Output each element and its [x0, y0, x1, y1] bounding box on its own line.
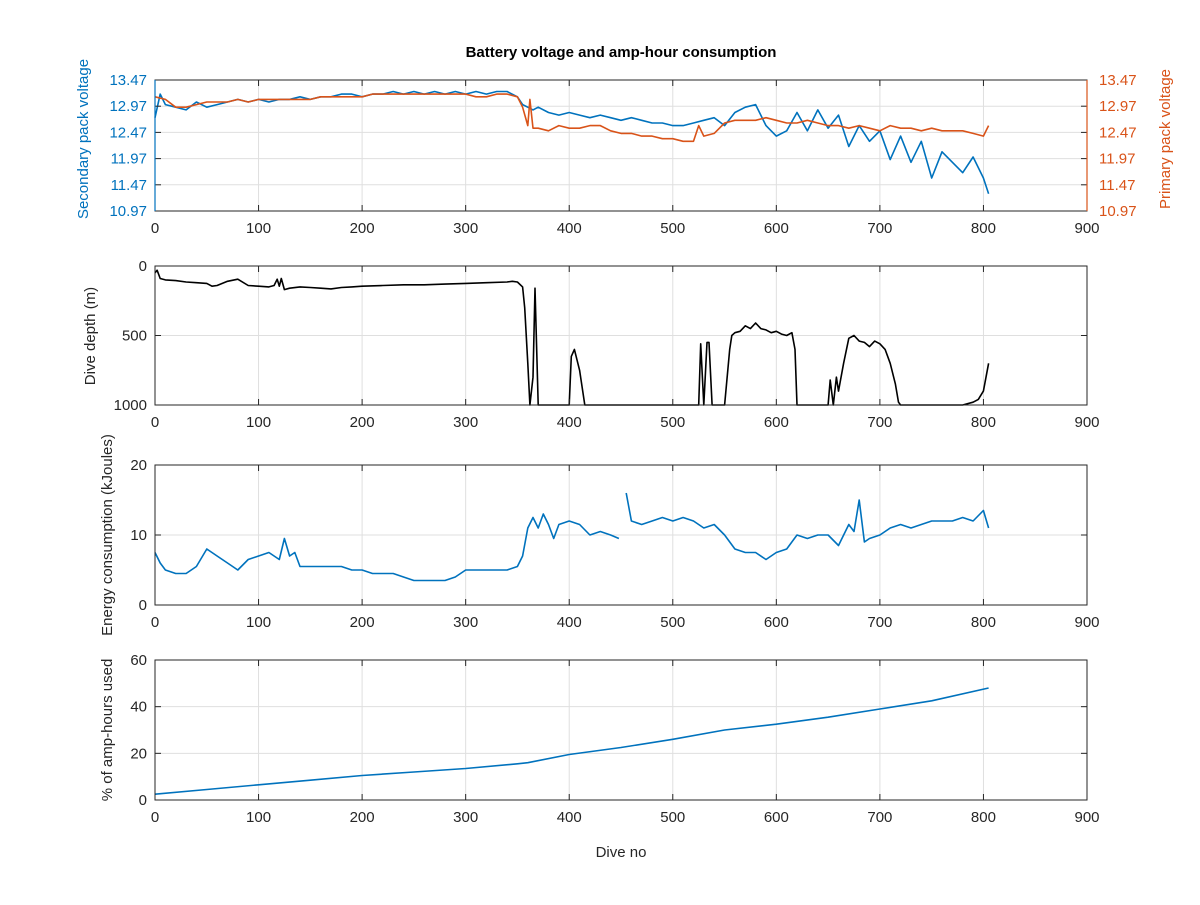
right-y-tick-label: 12.97: [1099, 98, 1137, 115]
x-tick-label: 0: [151, 614, 159, 631]
x-tick-label: 800: [971, 414, 996, 431]
right-y-tick-label: 11.97: [1099, 151, 1135, 168]
x-tick-label: 600: [764, 220, 789, 237]
x-tick-label: 900: [1074, 809, 1099, 826]
x-tick-label: 500: [660, 809, 685, 826]
y-tick-label: 10: [130, 527, 147, 544]
x-tick-label: 400: [557, 414, 582, 431]
energy-axis-label: Energy consumption (kJoules): [99, 434, 116, 636]
series-line-0: [154, 269, 990, 406]
amp-hours-panel: 0 100 200 300 400 500 600 700 800 900 0 20 40 60: [130, 652, 1099, 826]
y-tick-label: 20: [130, 457, 147, 474]
x-tick-label: 600: [764, 414, 789, 431]
right-y-tick-label: 11.47: [1099, 177, 1135, 194]
x-tick-label: 700: [867, 414, 892, 431]
dive-depth-panel: 0 100 200 300 400 500 600 700 800 900 0 500 1000: [114, 258, 1100, 431]
x-tick-label: 400: [557, 809, 582, 826]
x-tick-label: 300: [453, 809, 478, 826]
left-y-axis-label: Secondary pack voltage: [75, 59, 92, 219]
y-tick-label: 60: [130, 652, 147, 669]
y-tick-label: 0: [139, 597, 147, 614]
right-y-tick-label: 10.97: [1099, 203, 1137, 220]
y-tick-label: 12.47: [109, 124, 147, 141]
x-tick-label: 200: [350, 809, 375, 826]
right-y-axis-label: Primary pack voltage: [1157, 69, 1174, 209]
x-tick-label: 200: [350, 614, 375, 631]
energy-panel: 0 100 200 300 400 500 600 700 800 900 0 10 20: [130, 457, 1099, 631]
x-tick-label: 500: [660, 614, 685, 631]
x-tick-label: 400: [557, 220, 582, 237]
x-tick-label: 100: [246, 614, 271, 631]
x-tick-label: 900: [1074, 614, 1099, 631]
y-tick-label: 0: [139, 258, 147, 275]
y-tick-label: 12.97: [109, 98, 147, 115]
x-tick-label: 300: [453, 614, 478, 631]
x-tick-label: 0: [151, 414, 159, 431]
x-tick-label: 500: [660, 220, 685, 237]
right-y-tick-label: 13.47: [1099, 72, 1137, 89]
x-tick-label: 900: [1074, 414, 1099, 431]
x-tick-label: 700: [867, 614, 892, 631]
x-tick-label: 700: [867, 220, 892, 237]
x-tick-label: 300: [453, 220, 478, 237]
x-tick-label: 100: [246, 414, 271, 431]
dive-depth-axis-label: Dive depth (m): [82, 287, 99, 385]
x-tick-label: 400: [557, 614, 582, 631]
y-tick-label: 1000: [114, 397, 147, 414]
y-tick-label: 0: [139, 792, 147, 809]
x-tick-label: 0: [151, 220, 159, 237]
y-tick-label: 10.97: [109, 203, 147, 220]
series-line-0: [154, 90, 990, 194]
x-tick-label: 500: [660, 414, 685, 431]
y-tick-label: 500: [122, 328, 147, 345]
x-tick-label: 100: [246, 220, 271, 237]
y-tick-label: 11.97: [111, 151, 147, 168]
y-tick-label: 20: [130, 745, 147, 762]
x-axis-label: Dive no: [596, 844, 647, 861]
series-line-1: [154, 93, 990, 143]
series-line-0: [154, 687, 989, 795]
x-tick-label: 800: [971, 809, 996, 826]
right-y-tick-label: 12.47: [1099, 124, 1137, 141]
x-tick-label: 0: [151, 809, 159, 826]
x-tick-label: 600: [764, 809, 789, 826]
chart-title: Battery voltage and amp-hour consumption: [466, 44, 777, 61]
x-tick-label: 600: [764, 614, 789, 631]
amp-hours-axis-label: % of amp-hours used: [99, 659, 116, 802]
x-tick-label: 800: [971, 614, 996, 631]
y-tick-label: 11.47: [111, 177, 147, 194]
x-tick-label: 200: [350, 414, 375, 431]
y-tick-label: 13.47: [109, 72, 147, 89]
x-tick-label: 800: [971, 220, 996, 237]
x-tick-label: 900: [1074, 220, 1099, 237]
x-tick-label: 100: [246, 809, 271, 826]
axes-box: [154, 659, 1088, 801]
x-tick-label: 300: [453, 414, 478, 431]
y-tick-label: 40: [130, 699, 147, 716]
series-line-0: [154, 492, 990, 582]
x-tick-label: 200: [350, 220, 375, 237]
x-tick-label: 700: [867, 809, 892, 826]
